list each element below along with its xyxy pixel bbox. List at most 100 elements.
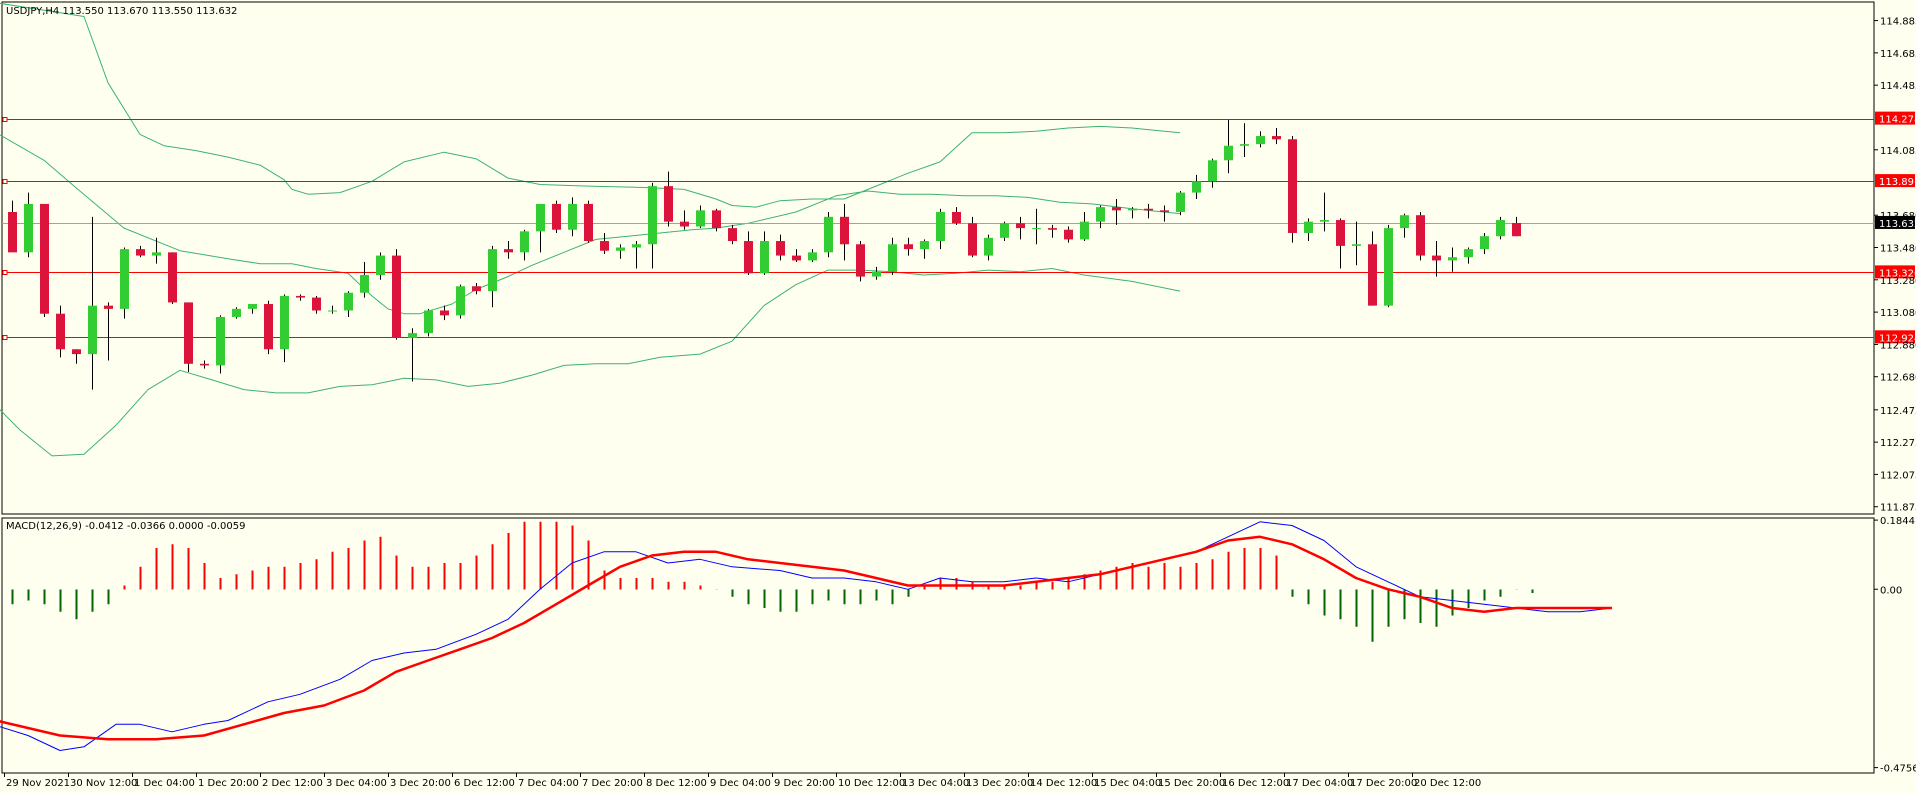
level-price-label-bg xyxy=(1875,265,1915,279)
candle-body xyxy=(88,305,97,355)
candle-body xyxy=(232,308,241,317)
candle-body xyxy=(1480,236,1489,250)
candle-body xyxy=(200,363,209,366)
candle-body xyxy=(1192,181,1201,193)
macd-tick-label: 0.00 xyxy=(1880,585,1902,596)
candle-body xyxy=(728,228,737,242)
candle-body xyxy=(328,310,337,312)
time-tick-label: 7 Dec 20:00 xyxy=(582,778,643,789)
level-price-label: 113.891 xyxy=(1879,177,1916,188)
price-tick-label: 112.880 xyxy=(1880,340,1916,351)
macd-tick-label: -0.4756 xyxy=(1880,764,1916,775)
time-tick-label: 16 Dec 12:00 xyxy=(1222,778,1289,789)
candle-body xyxy=(1112,207,1121,211)
candle-body xyxy=(1080,221,1089,240)
candle-body xyxy=(72,349,81,355)
candle-body xyxy=(1432,255,1441,261)
macd-signal-line xyxy=(0,535,1612,741)
candle-body xyxy=(1464,249,1473,258)
level-anchor xyxy=(2,335,8,340)
candle-body xyxy=(184,302,193,364)
level-price-label: 113.326 xyxy=(1879,268,1916,279)
candle-body xyxy=(440,310,449,316)
time-tick-label: 17 Dec 20:00 xyxy=(1350,778,1417,789)
candle-body xyxy=(376,255,385,275)
candle-body xyxy=(488,249,497,292)
candle-body xyxy=(744,241,753,274)
candle-body xyxy=(472,286,481,292)
level-anchor xyxy=(2,117,8,122)
candle-body xyxy=(888,244,897,272)
price-tick-label: 114.885 xyxy=(1880,17,1916,28)
macd-main-line xyxy=(0,521,1613,751)
candle-body xyxy=(520,231,529,253)
candle-body xyxy=(648,186,657,245)
price-tick-label: 112.680 xyxy=(1880,373,1916,384)
candle-body xyxy=(168,252,177,303)
macd-lines xyxy=(0,521,1613,751)
candle-body xyxy=(1336,220,1345,246)
candle-body xyxy=(584,203,593,242)
time-tick-label: 1 Dec 04:00 xyxy=(134,778,195,789)
candle-body xyxy=(216,316,225,366)
current-price-label: 113.632 xyxy=(1879,219,1916,230)
time-tick-label: 3 Dec 04:00 xyxy=(326,778,387,789)
price-tick-label: 113.080 xyxy=(1880,308,1916,319)
candlesticks xyxy=(8,119,1521,390)
time-tick-label: 20 Dec 12:00 xyxy=(1414,778,1481,789)
candle-body xyxy=(40,203,49,314)
candle-body xyxy=(760,241,769,274)
bollinger-bands xyxy=(0,2,1181,457)
candle-body xyxy=(1032,228,1041,230)
time-tick-label: 15 Dec 20:00 xyxy=(1158,778,1225,789)
candle-body xyxy=(1384,228,1393,306)
candle-body xyxy=(872,271,881,277)
time-axis: 29 Nov 2021 30 Nov 12:001 Dec 04:00 1 Dec … xyxy=(4,773,1481,789)
candle-body xyxy=(456,286,465,316)
candle-body xyxy=(696,210,705,227)
time-tick-label: 7 Dec 04:00 xyxy=(518,778,579,789)
candle-body xyxy=(1160,210,1169,212)
time-tick-label: 6 Dec 12:00 xyxy=(454,778,515,789)
candle-body xyxy=(1496,220,1505,237)
candle-body xyxy=(504,249,513,253)
time-tick-label: 9 Dec 04:00 xyxy=(710,778,771,789)
candle-body xyxy=(1176,192,1185,212)
price-tick-label: 113.280 xyxy=(1880,276,1916,287)
price-tick-label: 113.480 xyxy=(1880,244,1916,255)
price-tick-label: 114.685 xyxy=(1880,49,1916,60)
candle-body xyxy=(1352,244,1361,246)
candle-body xyxy=(392,255,401,338)
candle-body xyxy=(280,295,289,350)
candle-body xyxy=(1416,215,1425,256)
candle-body xyxy=(248,304,257,309)
level-price-label-bg xyxy=(1875,330,1915,344)
candle-body xyxy=(1224,145,1233,161)
macd-panel-frame xyxy=(1,517,1875,774)
macd-tick-label: 0.1844 xyxy=(1880,516,1915,527)
candle-body xyxy=(1048,228,1057,230)
candle-body xyxy=(1208,160,1217,182)
candle-body xyxy=(264,304,273,350)
candle-body xyxy=(152,252,161,256)
candle-body xyxy=(56,313,65,350)
candle-body xyxy=(712,210,721,229)
price-panel[interactable]: 114.885 114.685 114.485 114.278 114.085 113.8… xyxy=(0,0,1916,515)
price-tick-label: 112.475 xyxy=(1880,406,1916,417)
candle-body xyxy=(1016,223,1025,229)
time-tick-label: 29 Nov 2021 xyxy=(6,778,70,789)
candle-body xyxy=(1304,221,1313,233)
candle-body xyxy=(1256,136,1265,145)
candle-body xyxy=(1128,208,1137,211)
candle-body xyxy=(600,241,609,251)
macd-panel[interactable]: 0.1844 0.00 -0.4756 MACD(12,26,9) -0.0412 … xyxy=(0,516,1916,775)
level-anchor xyxy=(2,179,8,184)
candle-body xyxy=(1512,222,1521,237)
candle-body xyxy=(616,247,625,251)
time-tick-label: 14 Dec 12:00 xyxy=(1030,778,1097,789)
time-tick-label: 10 Dec 12:00 xyxy=(838,778,905,789)
candle-body xyxy=(136,249,145,256)
time-tick-label: 15 Dec 04:00 xyxy=(1094,778,1161,789)
candle-body xyxy=(968,223,977,256)
